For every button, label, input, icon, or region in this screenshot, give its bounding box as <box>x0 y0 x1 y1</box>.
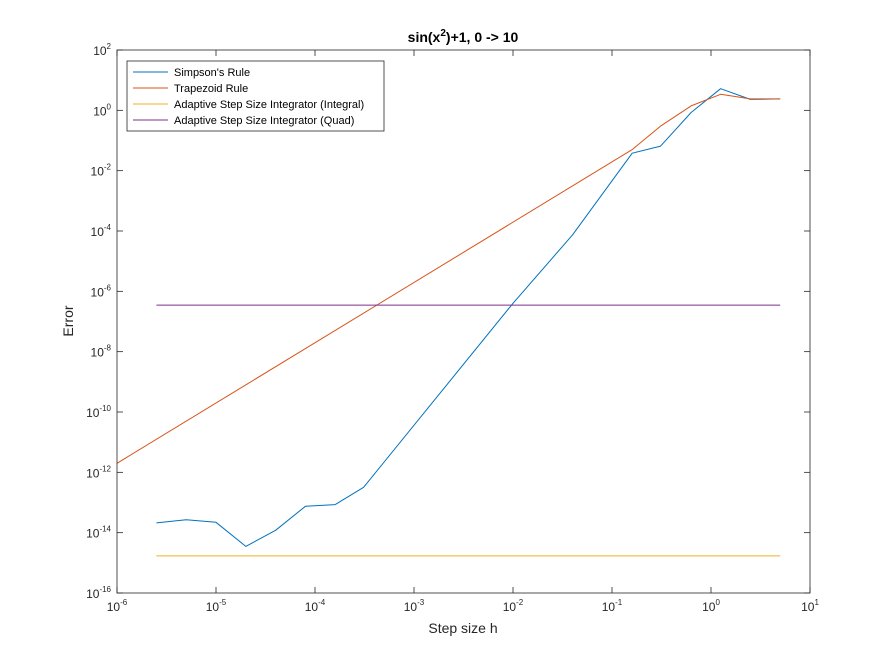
x-tick-label: 101 <box>801 598 819 614</box>
plot-area-background <box>117 50 810 593</box>
legend-box <box>126 60 385 132</box>
chart-title: sin(x2)+1, 0 -> 10 <box>408 28 519 45</box>
y-axis: 10-16 10-14 10-12 10-10 10-8 10-6 10-4 10-2 100 1… <box>86 42 810 601</box>
x-tick-label: 10-3 <box>404 598 425 614</box>
y-tick-label: 10-16 <box>86 585 111 601</box>
y-axis-label: Error <box>60 305 76 336</box>
legend: Simpson's Rule Trapezoid Rule Adaptive Ste… <box>126 60 385 132</box>
y-tick-label: 10-6 <box>91 283 112 299</box>
plot-area-box <box>116 49 811 594</box>
chart-title-superscript: 2 <box>440 28 446 39</box>
legend-entry-label: Adaptive Step Size Integrator (Integral) <box>174 99 364 111</box>
legend-entry-label: Trapezoid Rule <box>174 83 248 95</box>
y-tick-label: 10-2 <box>91 163 112 179</box>
y-tick-label: 10-10 <box>86 404 111 420</box>
x-tick-label: 10-1 <box>602 598 623 614</box>
x-tick-label: 10-5 <box>206 598 227 614</box>
y-tick-label: 102 <box>93 42 111 58</box>
x-tick-label: 10-4 <box>305 598 326 614</box>
x-tick-label: 10-6 <box>107 598 128 614</box>
legend-entry-label: Adaptive Step Size Integrator (Quad) <box>174 115 354 127</box>
y-tick-label: 100 <box>93 102 111 118</box>
y-tick-label: 10-4 <box>91 223 112 239</box>
y-tick-label: 10-8 <box>91 344 112 360</box>
x-tick-label: 100 <box>702 598 720 614</box>
series-layer <box>116 88 781 557</box>
series-line-2 <box>116 93 781 464</box>
y-tick-label: 10-12 <box>86 464 111 480</box>
legend-entry-label: Simpson's Rule <box>174 67 250 79</box>
x-axis: 10-6 10-5 10-4 10-3 10-2 10-1 100 101 <box>107 50 819 614</box>
x-axis-label: Step size h <box>428 620 497 636</box>
y-tick-label: 10-14 <box>86 525 111 541</box>
x-tick-label: 10-2 <box>503 598 524 614</box>
